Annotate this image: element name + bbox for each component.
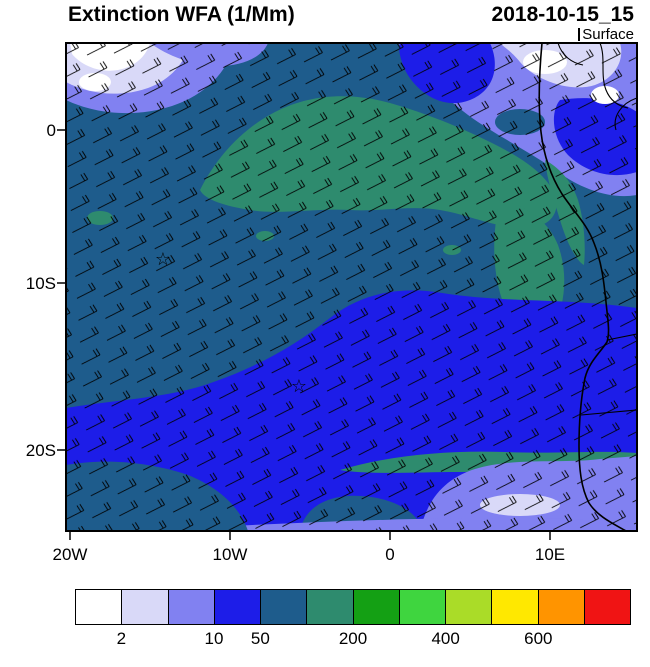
y-tick-label-20s: 20S	[25, 441, 56, 460]
colorbar-tick-label: 2	[116, 629, 127, 648]
x-tick-label-0: 0	[385, 545, 395, 564]
colorbar-cell	[260, 589, 308, 625]
colorbar-cell	[445, 589, 493, 625]
colorbar-tick-label: 600	[524, 629, 553, 648]
wind-barbs-overlay	[66, 43, 637, 531]
colorbar-cell	[491, 589, 539, 625]
colorbar-cell	[121, 589, 169, 625]
colorbar-cell	[352, 589, 400, 625]
colorbar-cell	[306, 589, 354, 625]
x-tick-label-10e: 10E	[534, 545, 566, 564]
colorbar-cell	[213, 589, 261, 625]
colorbar-cell	[167, 589, 215, 625]
colorbar-tick-label: 50	[250, 629, 270, 648]
map-field: ☆ ☆	[66, 43, 637, 531]
x-tick-label-20w: 20W	[52, 545, 88, 564]
colorbar-cell	[75, 589, 123, 625]
level-text: Surface	[582, 26, 634, 43]
level-label: Surface	[578, 26, 634, 43]
colorbar-tick-label: 200	[338, 629, 368, 648]
plot-title: Extinction WFA (1/Mm)	[68, 3, 295, 26]
axis-ticks	[57, 129, 551, 540]
colorbar-cell	[583, 589, 631, 625]
country-borders	[557, 43, 637, 416]
colorbar-tick-label: 10	[204, 629, 224, 648]
plot-frame	[65, 42, 638, 532]
datetime-label: 2018-10-15_15	[491, 3, 634, 26]
star-marker-1: ☆	[155, 249, 171, 270]
colorbar-tick-label: 400	[431, 629, 460, 648]
colorbar-cell	[537, 589, 585, 625]
y-tick-label-10s: 10S	[25, 274, 56, 293]
star-marker-2: ☆	[291, 376, 307, 397]
x-tick-label-10w: 10W	[212, 545, 248, 564]
coastline	[538, 43, 627, 531]
level-tick-icon	[578, 28, 581, 41]
colorbar-cell	[398, 589, 446, 625]
y-tick-label-0: 0	[46, 121, 56, 140]
colorbar-cells	[75, 589, 631, 625]
colorbar-ticks: 2 10 50 200 400 600	[75, 629, 631, 651]
